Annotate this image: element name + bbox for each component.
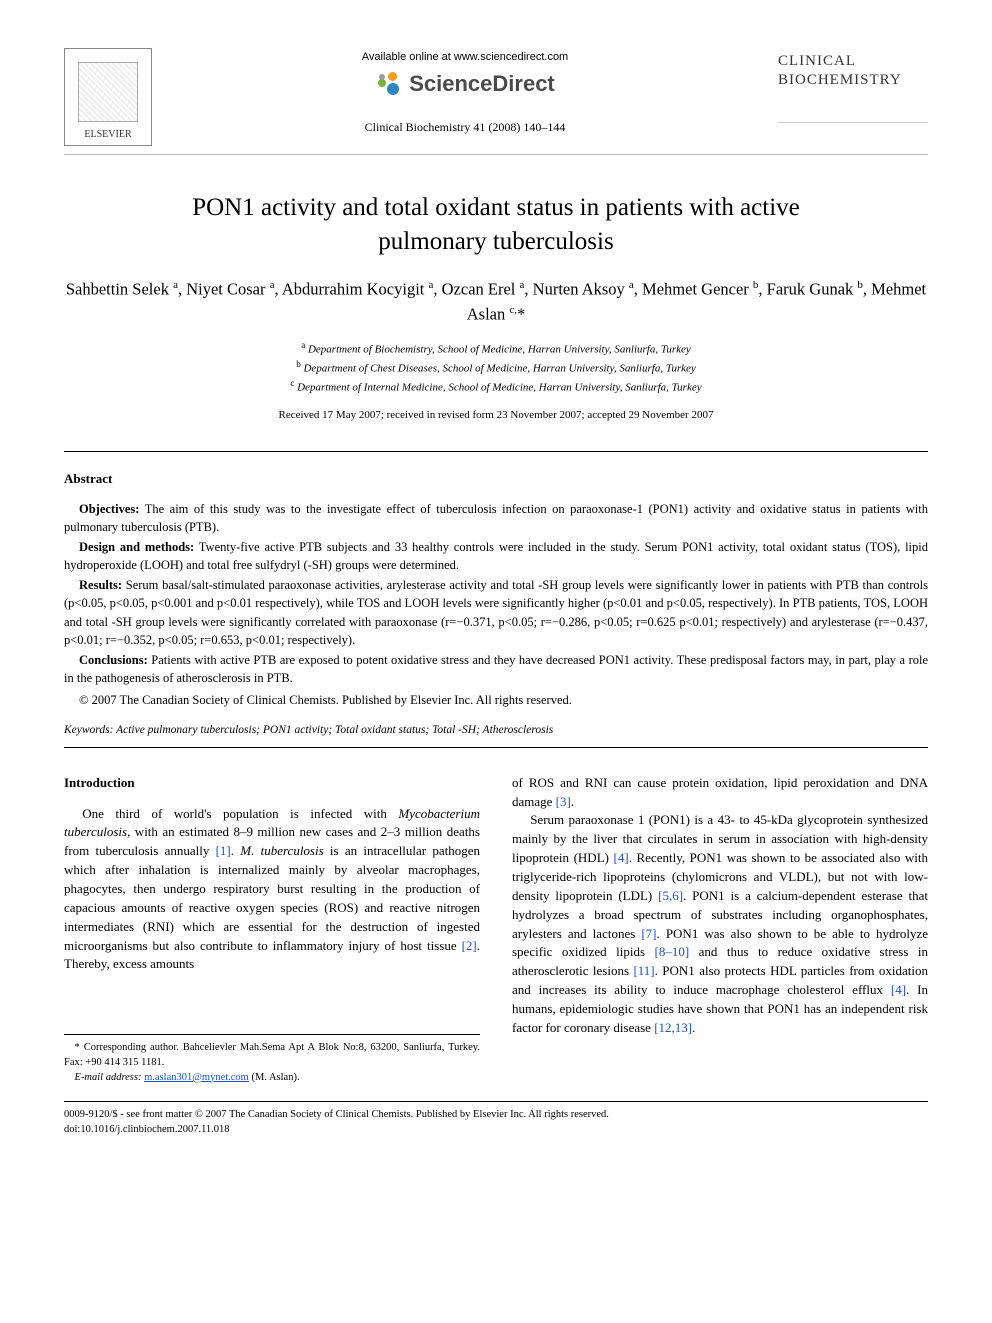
elsevier-tree-icon <box>78 62 138 122</box>
footer-rule <box>64 1101 928 1102</box>
intro-paragraph-1: One third of world's population is infec… <box>64 805 480 975</box>
citation-link[interactable]: [4] <box>891 982 906 997</box>
text-run: . <box>231 843 241 858</box>
publisher-name: ELSEVIER <box>84 128 131 142</box>
citation-link[interactable]: [8–10] <box>654 944 689 959</box>
citation-link[interactable]: [7] <box>641 926 656 941</box>
abstract-conclusions: Conclusions: Patients with active PTB ar… <box>64 651 928 687</box>
affiliation-line: c Department of Internal Medicine, Schoo… <box>64 377 928 396</box>
text-run: . <box>571 794 574 809</box>
citation-link[interactable]: [12,13] <box>654 1020 692 1035</box>
citation-link[interactable]: [3] <box>556 794 571 809</box>
abstract-results: Results: Serum basal/salt-stimulated par… <box>64 576 928 649</box>
center-header: Available online at www.sciencedirect.co… <box>152 48 778 135</box>
citation-link[interactable]: [5,6] <box>658 888 683 903</box>
abstract-bottom-rule <box>64 747 928 748</box>
introduction-heading: Introduction <box>64 774 480 793</box>
objectives-label: Objectives: <box>79 502 139 516</box>
doi-line: doi:10.1016/j.clinbiochem.2007.11.018 <box>64 1123 928 1138</box>
design-text: Twenty-five active PTB subjects and 33 h… <box>64 540 928 572</box>
affiliations: a Department of Biochemistry, School of … <box>64 339 928 396</box>
journal-brand-line1: CLINICAL <box>778 52 928 71</box>
text-run: of ROS and RNI can cause protein oxidati… <box>512 775 928 809</box>
abstract-top-rule <box>64 451 928 452</box>
keywords-label: Keywords: <box>64 724 113 736</box>
corresponding-author-note: * Corresponding author. Bahcelievler Mah… <box>64 1041 480 1070</box>
abstract-section: Abstract Objectives: The aim of this stu… <box>64 470 928 709</box>
available-online-text: Available online at www.sciencedirect.co… <box>152 50 778 65</box>
abstract-objectives: Objectives: The aim of this study was to… <box>64 500 928 536</box>
email-paren: (M. Aslan). <box>251 1072 299 1083</box>
abstract-copyright: © 2007 The Canadian Society of Clinical … <box>64 691 928 709</box>
affiliation-line: a Department of Biochemistry, School of … <box>64 339 928 358</box>
sciencedirect-logo: ScienceDirect <box>375 69 555 99</box>
objectives-text: The aim of this study was to the investi… <box>64 502 928 534</box>
sciencedirect-mark-icon <box>375 70 403 98</box>
authors: Sahbettin Selek a, Niyet Cosar a, Abdurr… <box>64 277 928 328</box>
journal-brand-line2: BIOCHEMISTRY <box>778 71 928 90</box>
column-left: Introduction One third of world's popula… <box>64 774 480 1086</box>
design-label: Design and methods: <box>79 540 194 554</box>
email-line: E-mail address: m.aslan301@mynet.com (M.… <box>64 1071 480 1086</box>
intro-paragraph-2: Serum paraoxonase 1 (PON1) is a 43- to 4… <box>512 811 928 1037</box>
header-rule <box>64 154 928 155</box>
citation-link[interactable]: [11] <box>633 963 654 978</box>
article-title: PON1 activity and total oxidant status i… <box>136 191 856 259</box>
article-dates: Received 17 May 2007; received in revise… <box>64 408 928 423</box>
organism-name: M. tuberculosis <box>240 843 323 858</box>
conclusions-label: Conclusions: <box>79 653 148 667</box>
column-right: of ROS and RNI can cause protein oxidati… <box>512 774 928 1086</box>
doi-block: 0009-9120/$ - see front matter © 2007 Th… <box>64 1108 928 1137</box>
text-run: is an intracellular pathogen which after… <box>64 843 480 952</box>
citation-link[interactable]: [1] <box>216 843 231 858</box>
journal-reference: Clinical Biochemistry 41 (2008) 140–144 <box>152 119 778 135</box>
citation-link[interactable]: [4] <box>614 850 629 865</box>
results-label: Results: <box>79 578 122 592</box>
front-matter-line: 0009-9120/$ - see front matter © 2007 Th… <box>64 1108 928 1123</box>
citation-link[interactable]: [2] <box>462 938 477 953</box>
intro-paragraph-1-cont: of ROS and RNI can cause protein oxidati… <box>512 774 928 812</box>
affiliation-line: b Department of Chest Diseases, School o… <box>64 358 928 377</box>
text-run: One third of world's population is infec… <box>82 806 398 821</box>
footnotes: * Corresponding author. Bahcelievler Mah… <box>64 1034 480 1085</box>
publisher-logo: ELSEVIER <box>64 48 152 146</box>
email-label: E-mail address: <box>75 1072 142 1083</box>
body-columns: Introduction One third of world's popula… <box>64 774 928 1086</box>
abstract-design: Design and methods: Twenty-five active P… <box>64 538 928 574</box>
journal-brand: CLINICAL BIOCHEMISTRY <box>778 48 928 123</box>
email-link[interactable]: m.aslan301@mynet.com <box>144 1072 249 1083</box>
results-text: Serum basal/salt-stimulated paraoxonase … <box>64 578 928 646</box>
sciencedirect-wordmark: ScienceDirect <box>409 69 555 99</box>
keywords-text: Active pulmonary tuberculosis; PON1 acti… <box>116 724 553 736</box>
conclusions-text: Patients with active PTB are exposed to … <box>64 653 928 685</box>
keywords: Keywords: Active pulmonary tuberculosis;… <box>64 723 928 739</box>
header-row: ELSEVIER Available online at www.science… <box>64 48 928 146</box>
abstract-heading: Abstract <box>64 470 928 488</box>
text-run: . <box>692 1020 695 1035</box>
